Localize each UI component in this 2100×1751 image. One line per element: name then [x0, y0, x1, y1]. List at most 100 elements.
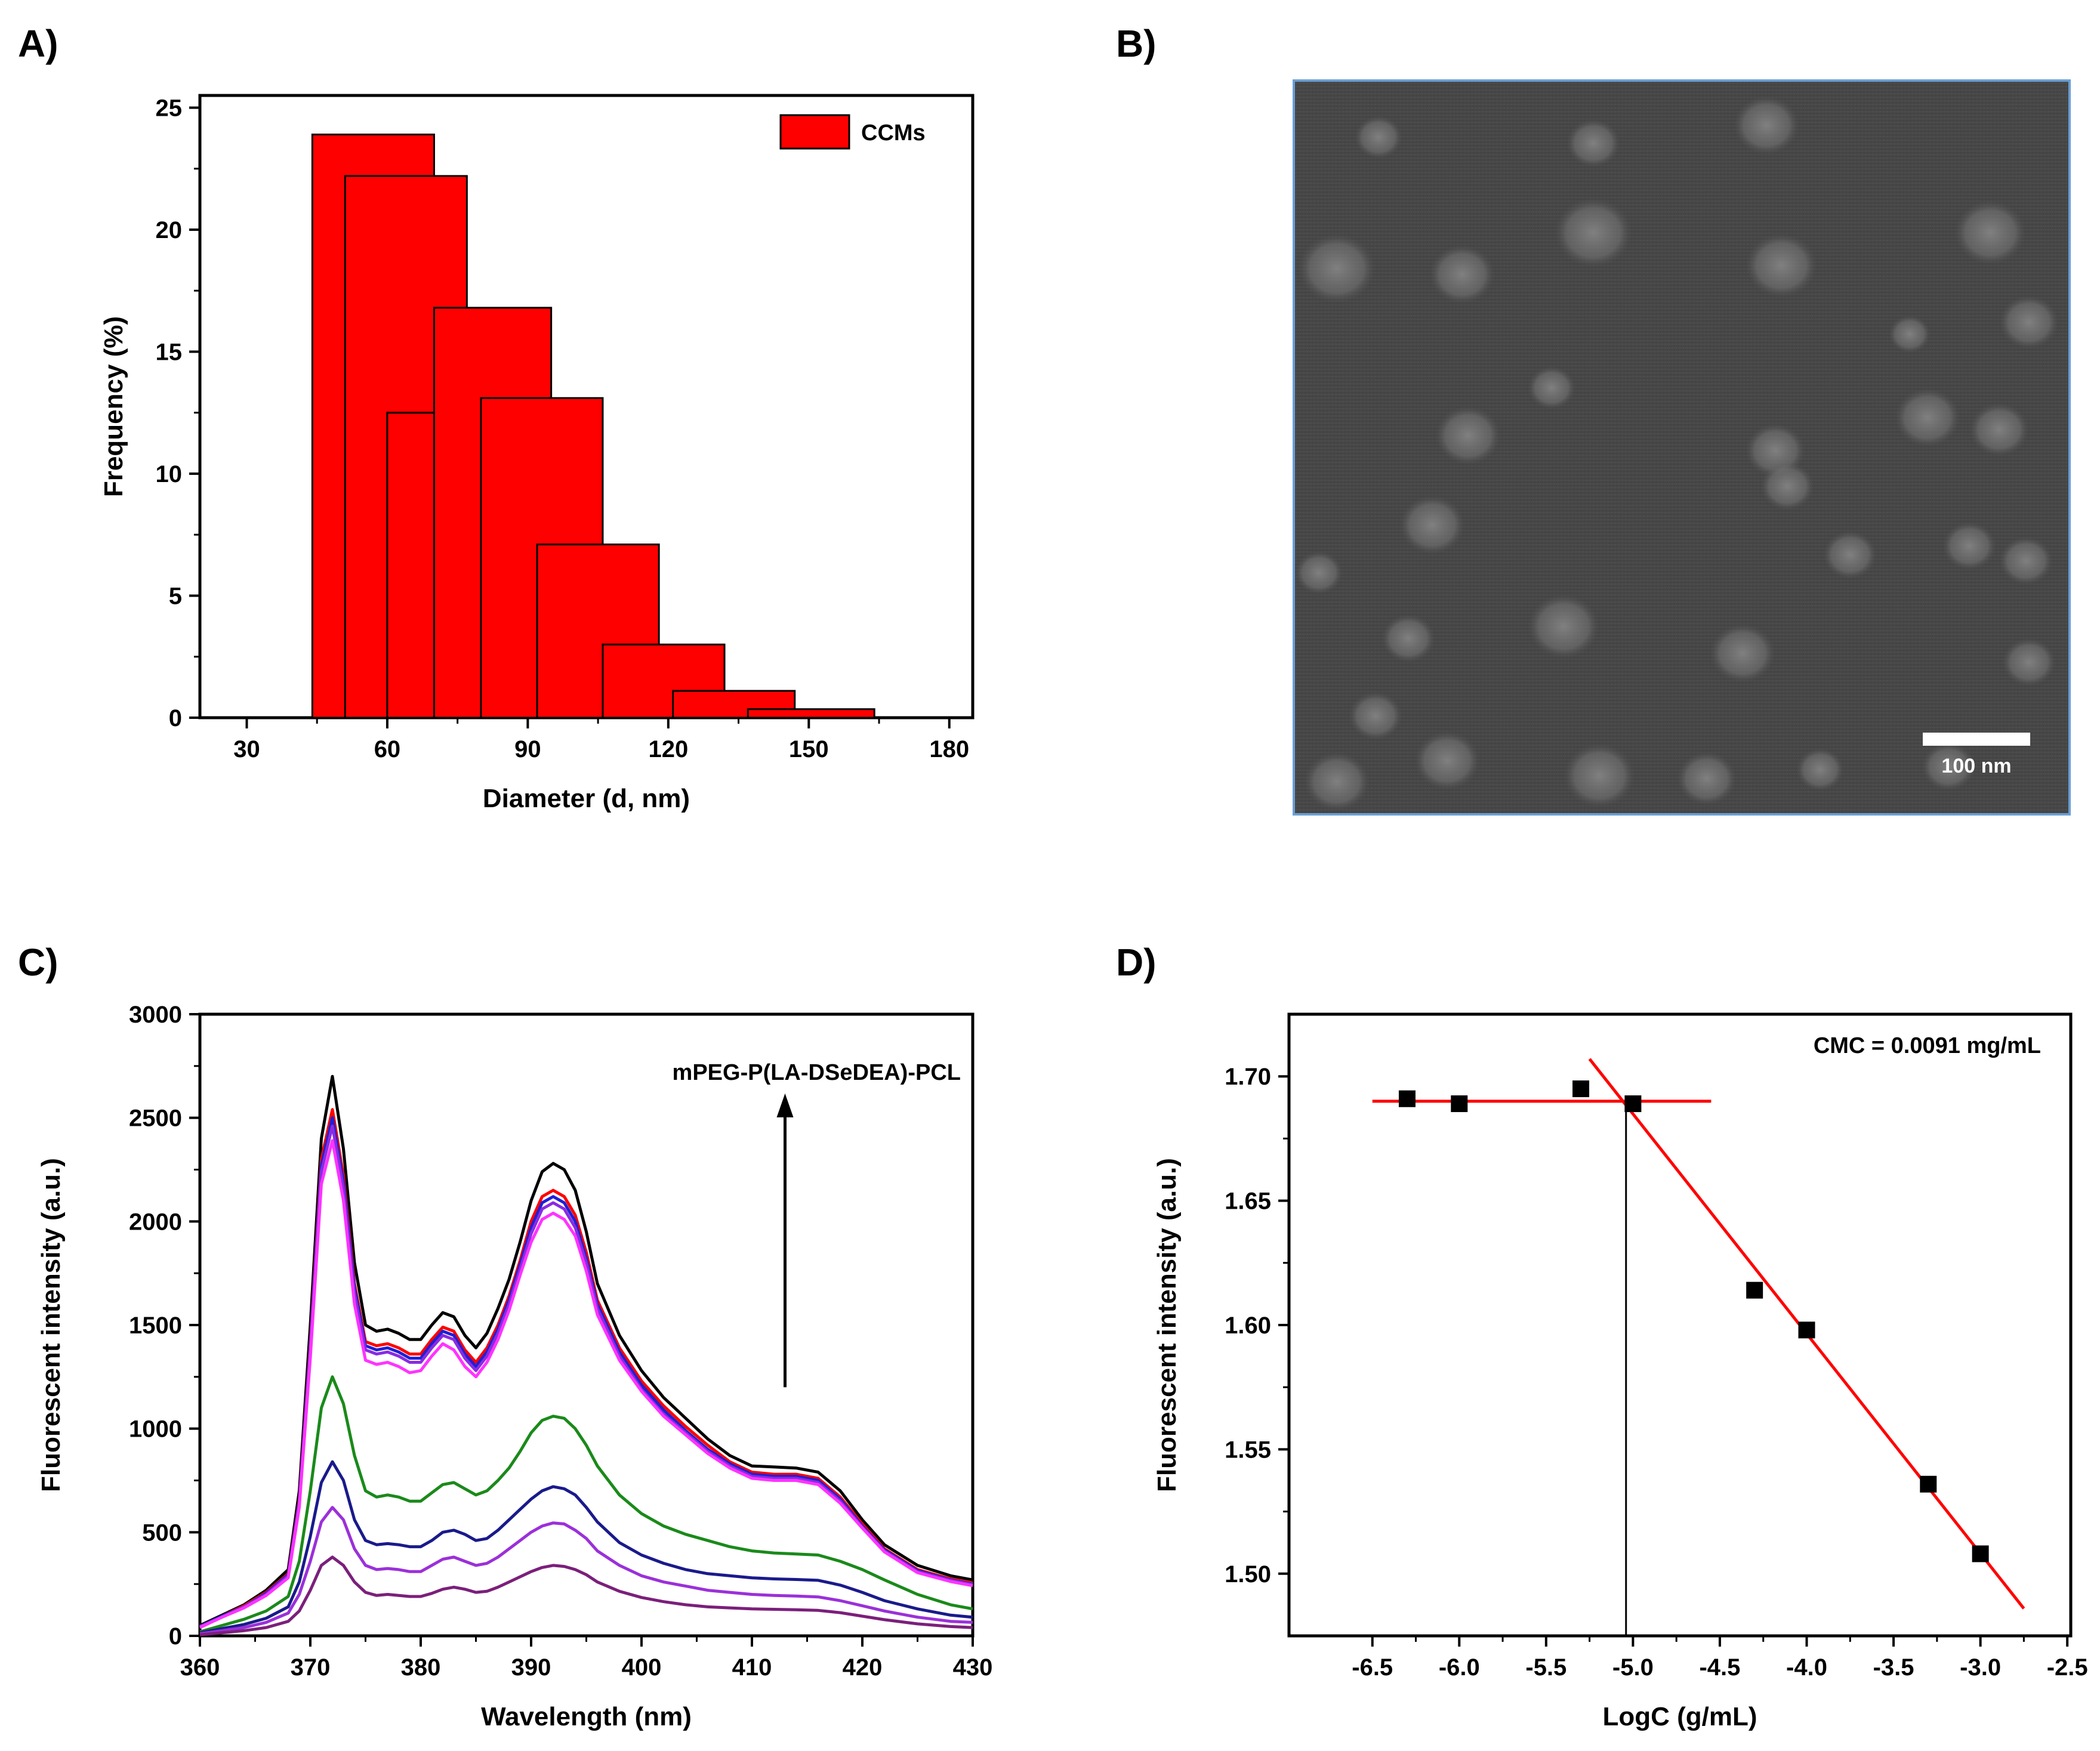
sem-particle: [1414, 731, 1480, 790]
sem-particle: [1942, 521, 1996, 570]
sem-particle: [1710, 623, 1775, 683]
spectrum-line-blue: [199, 1116, 973, 1628]
y-tick-label: 15: [156, 339, 183, 365]
x-tick-label: 120: [648, 736, 688, 762]
sem-particle: [1746, 233, 1817, 298]
panel-label-b: B): [1116, 22, 1157, 65]
y-tick-label: 0: [169, 1623, 182, 1650]
histogram-bar: [747, 708, 875, 719]
sem-particle: [1355, 116, 1402, 159]
legend-label: CCMs: [861, 121, 926, 146]
y-tick-label: 1500: [129, 1313, 182, 1339]
data-point: [1746, 1281, 1763, 1299]
histogram-chart: 30 60 90 120 150 180 0 5 10 15 20 25 Diameter (d, nm…: [99, 94, 975, 813]
y-tick-label: 5: [169, 583, 182, 609]
spectrum-line-violet: [199, 1506, 973, 1635]
sem-particle: [1555, 197, 1632, 268]
x-tick-label: 370: [291, 1654, 331, 1681]
scale-bar: [1923, 733, 2030, 746]
x-tick-label: -6.5: [1352, 1654, 1393, 1681]
y-tick-label: 1.65: [1225, 1188, 1271, 1215]
panel-label-c: C): [18, 941, 58, 984]
sem-particle: [1760, 462, 1814, 511]
y-tick-label: 10: [156, 461, 183, 487]
data-point: [1451, 1095, 1468, 1113]
y-tick-label: 20: [156, 217, 183, 243]
x-tick-label: -4.0: [1786, 1654, 1827, 1681]
x-tick-label: 390: [511, 1654, 551, 1681]
x-tick-label: 30: [233, 736, 260, 762]
x-axis-title: Diameter (d, nm): [483, 784, 690, 813]
x-tick-label: 150: [789, 736, 829, 762]
sem-particle: [1564, 743, 1635, 808]
data-point: [1572, 1080, 1590, 1098]
sem-particle: [1734, 95, 1799, 155]
y-tick-label: 1000: [129, 1416, 182, 1443]
sem-particle: [1304, 752, 1370, 811]
histogram-bar: [386, 412, 435, 719]
x-axis-title: Wavelength (nm): [481, 1702, 692, 1731]
y-axis-title: Fluorescent intensity (a.u.): [1152, 1158, 1182, 1492]
x-tick-label: -2.5: [2047, 1654, 2088, 1681]
sem-particle: [2002, 638, 2056, 687]
x-tick-label: 360: [180, 1654, 220, 1681]
x-tick-label: -5.0: [1612, 1654, 1654, 1681]
y-axis-title: Fluorescent intensity (a.u.): [36, 1158, 66, 1492]
cmc-annotation: CMC = 0.0091 mg/mL: [1814, 1033, 2041, 1058]
sem-particle: [1382, 614, 1435, 663]
x-tick-label: 380: [401, 1654, 441, 1681]
arrow-head: [776, 1093, 794, 1117]
y-tick-label: 500: [142, 1520, 182, 1546]
sem-image: 100 nm: [1293, 79, 2071, 816]
y-tick-label: 0: [169, 705, 182, 731]
plot-frame: [1287, 1012, 2073, 1638]
sem-particle: [1969, 403, 2029, 456]
panel-label-d: D): [1116, 941, 1157, 984]
data-point: [1624, 1095, 1642, 1113]
sem-frame: [1293, 79, 2071, 816]
spectrum-line-black: [199, 1074, 973, 1627]
sem-particle: [1349, 691, 1402, 740]
sem-particle: [1435, 406, 1501, 465]
scale-bar-label: 100 nm: [1941, 755, 2011, 777]
sem-particle: [1677, 752, 1737, 805]
data-point: [1398, 1090, 1416, 1107]
y-tick-label: 2000: [129, 1209, 182, 1235]
x-axis-title: LogC (g/mL): [1602, 1702, 1757, 1731]
sem-particle: [1528, 366, 1575, 409]
sem-particle: [1796, 748, 1844, 791]
x-tick-label: 420: [843, 1654, 883, 1681]
x-tick-label: -4.5: [1699, 1654, 1740, 1681]
x-tick-label: 60: [374, 736, 401, 762]
y-tick-label: 3000: [129, 1002, 182, 1028]
y-axis-title: Frequency (%): [99, 316, 128, 497]
fluorescence-spectra-chart: 360 370 380 390 400 410 420 430 0 500 1000 1500 2000…: [36, 1002, 992, 1731]
x-tick-label: 90: [514, 736, 541, 762]
x-tick-label: -3.0: [1960, 1654, 2001, 1681]
sem-particle: [1399, 495, 1465, 555]
y-tick-label: 2500: [129, 1105, 182, 1132]
spectrum-line-dark-purple: [199, 1555, 973, 1636]
sem-particle: [1999, 536, 2053, 585]
sem-particle: [1566, 119, 1620, 168]
x-tick-label: 430: [953, 1654, 993, 1681]
y-tick-label: 1.55: [1225, 1437, 1271, 1463]
data-point: [1972, 1545, 1989, 1562]
sem-particle: [1528, 594, 1599, 659]
x-tick-label: -5.5: [1525, 1654, 1566, 1681]
y-tick-label: 1.60: [1225, 1313, 1271, 1339]
data-point: [1798, 1321, 1815, 1339]
y-tick-label: 25: [156, 95, 183, 121]
x-tick-label: 410: [732, 1654, 772, 1681]
sem-particle: [1895, 388, 1960, 447]
spectrum-line-purple: [199, 1125, 973, 1628]
sem-particle: [1922, 742, 1975, 791]
data-point: [1920, 1475, 1937, 1493]
sem-particle: [1889, 315, 1931, 353]
series-annotation: mPEG-P(LA-DSeDEA)-PCL: [673, 1060, 961, 1085]
sem-particles: [1295, 95, 2059, 811]
sem-particle: [1295, 551, 1343, 594]
x-tick-label: 180: [929, 736, 969, 762]
sem-particle: [1298, 233, 1376, 304]
